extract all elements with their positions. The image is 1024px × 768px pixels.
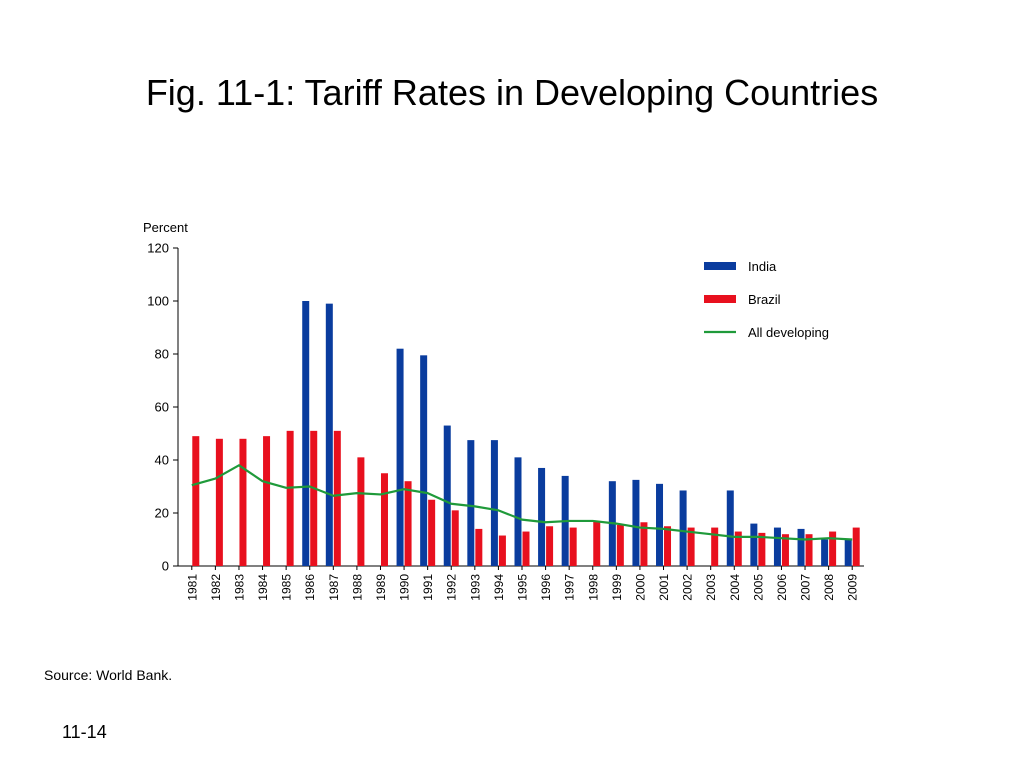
legend-label: Brazil [748, 292, 781, 307]
x-tick-label: 1992 [445, 574, 459, 601]
bar-brazil [569, 527, 577, 566]
line-all-developing [191, 464, 853, 541]
x-tick-label: 1996 [539, 574, 553, 601]
x-tick-label: 1995 [516, 574, 530, 601]
bar-brazil [758, 532, 766, 566]
x-tick-label: 1984 [256, 574, 270, 601]
x-tick-label: 1990 [398, 574, 412, 601]
x-tick-label: 1986 [303, 574, 317, 601]
bar-brazil [593, 520, 601, 566]
y-tick-label: 60 [155, 400, 169, 415]
bar-brazil [215, 438, 223, 566]
x-tick-label: 2008 [822, 574, 836, 601]
bar-india [396, 348, 404, 566]
bar-brazil [664, 526, 672, 566]
bar-india [490, 440, 498, 566]
bar-india [844, 539, 852, 566]
x-tick-label: 1999 [610, 574, 624, 601]
x-tick-label: 1993 [468, 574, 482, 601]
bar-brazil [428, 499, 436, 566]
x-tick-label: 1994 [492, 574, 506, 601]
slide-title: Fig. 11-1: Tariff Rates in Developing Co… [145, 72, 879, 113]
line-marks [191, 464, 853, 541]
x-tick-label: 1982 [209, 574, 223, 601]
legend-label: India [748, 259, 777, 274]
x-tick-label: 2006 [775, 574, 789, 601]
bar-india [325, 303, 333, 566]
x-tick-label: 1991 [421, 574, 435, 601]
x-tick-label: 1981 [185, 574, 199, 601]
y-tick-label: 20 [155, 506, 169, 521]
source-note: Source: World Bank. [44, 667, 173, 683]
bar-india [797, 528, 805, 566]
bar-marks [192, 301, 860, 566]
bar-brazil [263, 436, 271, 566]
bar-brazil [852, 527, 860, 566]
bar-brazil [522, 531, 530, 566]
bar-brazil [286, 430, 294, 566]
x-tick-label: 1985 [280, 574, 294, 601]
bar-brazil [781, 534, 789, 566]
bar-brazil [616, 524, 624, 566]
x-tick-label: 2001 [657, 574, 671, 601]
x-tick-label: 2009 [846, 574, 860, 601]
bar-india [467, 440, 475, 566]
x-tick-label: 1997 [563, 574, 577, 601]
bar-brazil [711, 527, 719, 566]
x-tick-label: 2002 [681, 574, 695, 601]
bar-brazil [380, 473, 388, 566]
bar-india [538, 467, 546, 566]
legend: India Brazil All developing [704, 259, 829, 340]
bar-india [514, 457, 522, 566]
bar-brazil [829, 531, 837, 566]
x-tick-label: 2000 [633, 574, 647, 601]
y-axis-label: Percent [143, 220, 188, 235]
y-tick-label: 120 [147, 241, 169, 256]
bar-india [302, 301, 310, 566]
x-tick-label: 1983 [232, 574, 246, 601]
bar-brazil [404, 481, 412, 566]
legend-swatch [704, 262, 736, 270]
slide-number: 11-14 [62, 722, 107, 742]
bar-brazil [640, 522, 648, 566]
y-tick-label: 40 [155, 453, 169, 468]
bar-india [656, 483, 664, 566]
y-axis: 0 20 40 60 80 100 120 [147, 241, 179, 574]
x-tick-label: 1989 [374, 574, 388, 601]
x-tick-label: 2003 [704, 574, 718, 601]
bar-brazil [546, 526, 554, 566]
x-axis: 1981 1982 1983 1984 1985 1986 1987 1988 1989 1990… [178, 565, 864, 601]
x-tick-label: 2007 [799, 574, 813, 601]
bar-brazil [805, 534, 813, 566]
bar-india [443, 425, 451, 566]
bar-brazil [333, 430, 341, 566]
bar-india [632, 479, 640, 566]
x-tick-label: 1987 [327, 574, 341, 601]
bar-brazil [239, 438, 247, 566]
x-tick-label: 1998 [586, 574, 600, 601]
x-tick-label: 2004 [728, 574, 742, 601]
bar-india [726, 490, 734, 566]
legend-label: All developing [748, 325, 829, 340]
bar-brazil [192, 436, 200, 566]
bar-brazil [498, 535, 506, 566]
y-tick-label: 0 [162, 559, 169, 574]
bar-india [750, 523, 758, 566]
bar-brazil [687, 527, 695, 566]
bar-brazil [310, 430, 318, 566]
bar-brazil [734, 531, 742, 566]
y-tick-label: 80 [155, 347, 169, 362]
bar-india [773, 527, 781, 566]
bar-brazil [357, 457, 365, 566]
x-tick-label: 2005 [751, 574, 765, 601]
bar-brazil [475, 528, 483, 566]
bar-india [679, 490, 687, 566]
legend-swatch [704, 295, 736, 303]
y-tick-label: 100 [147, 294, 169, 309]
bar-brazil [451, 510, 459, 566]
bar-india [821, 539, 829, 566]
bar-india [420, 355, 428, 566]
x-tick-label: 1988 [350, 574, 364, 601]
